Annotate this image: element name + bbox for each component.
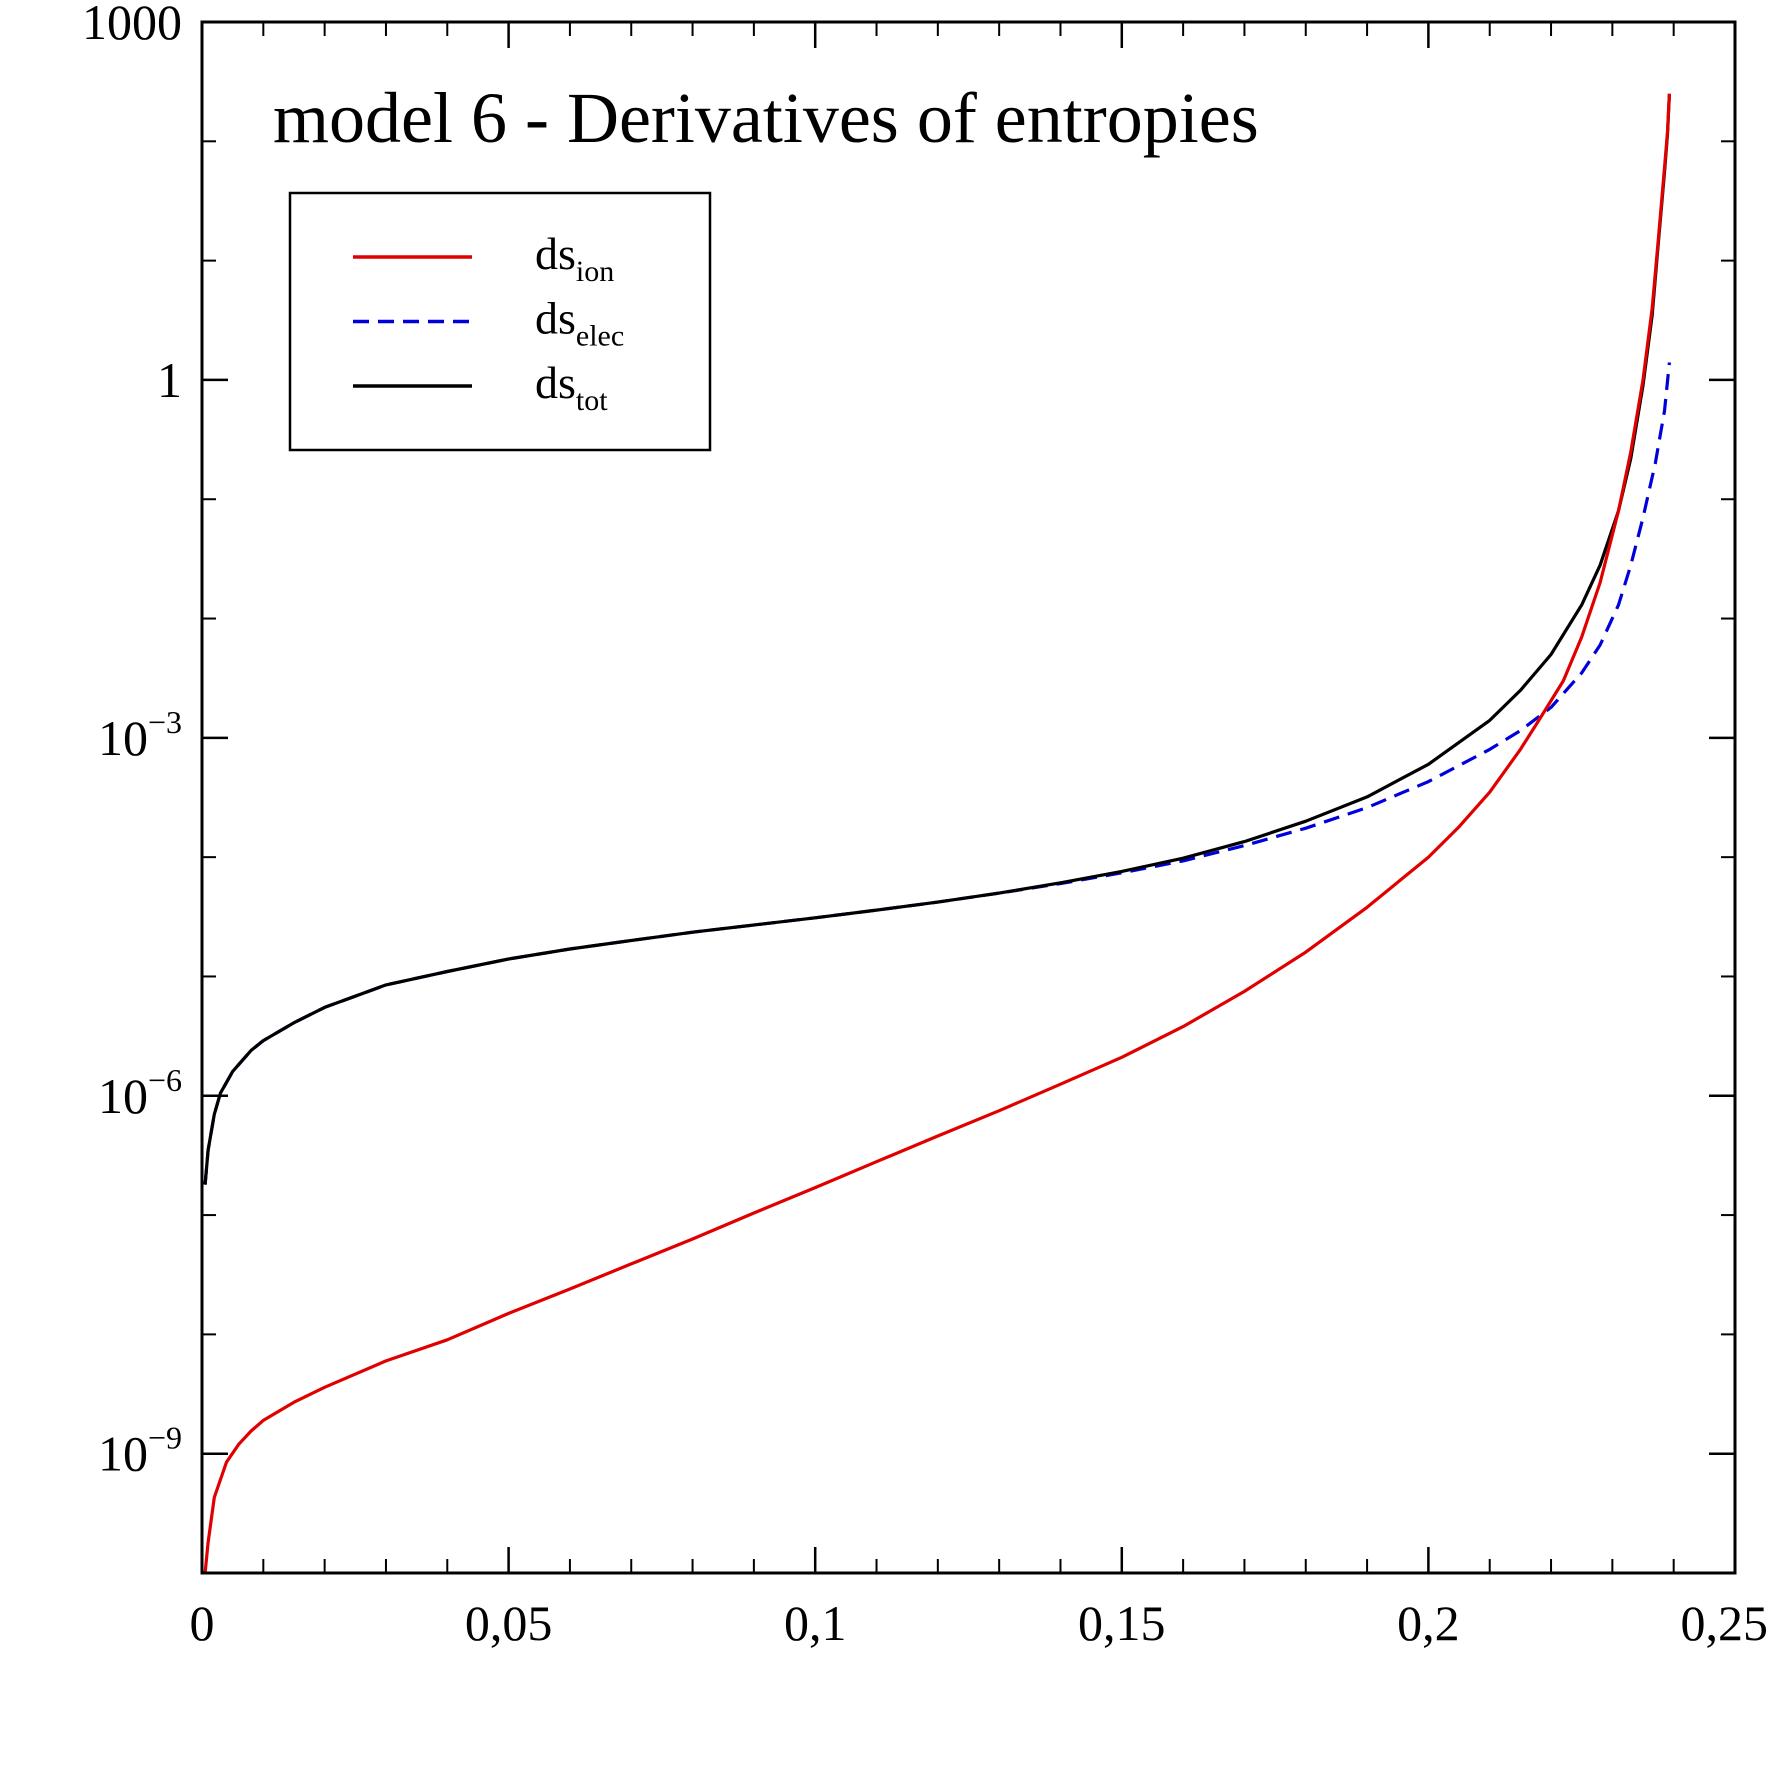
x-tick-label: 0,2 bbox=[1397, 1595, 1460, 1651]
plot-frame bbox=[200, 20, 1737, 1575]
x-tick-label: 0,1 bbox=[784, 1595, 847, 1651]
series-line-ion bbox=[203, 93, 1671, 1574]
minor-ticks bbox=[202, 22, 1735, 1574]
legend-label-elec: dselec bbox=[535, 293, 624, 353]
x-tick-label: 0,25 bbox=[1681, 1595, 1769, 1651]
y-tick-label: 10−3 bbox=[98, 704, 182, 766]
x-tick-label: 0,05 bbox=[465, 1595, 553, 1651]
chart-title: model 6 - Derivatives of entropies bbox=[273, 78, 1259, 158]
x-tick-label: 0 bbox=[190, 1595, 215, 1651]
series-line-elec bbox=[203, 362, 1671, 1185]
legend-label-ion: dsion bbox=[535, 228, 614, 288]
series-layer bbox=[203, 93, 1671, 1574]
x-tick-label: 0,15 bbox=[1078, 1595, 1166, 1651]
tick-labels: 0 0,05 0,1 0,15 0,2 0,25 10−9 10−6 10−3 1 1000 bbox=[82, 0, 1768, 1651]
y-tick-label: 1000 bbox=[82, 0, 182, 50]
y-tick-label: 10−6 bbox=[98, 1062, 182, 1124]
y-tick-label: 10−9 bbox=[98, 1420, 182, 1482]
y-tick-label: 1 bbox=[157, 352, 182, 408]
legend-label-tot: dstot bbox=[535, 357, 608, 417]
